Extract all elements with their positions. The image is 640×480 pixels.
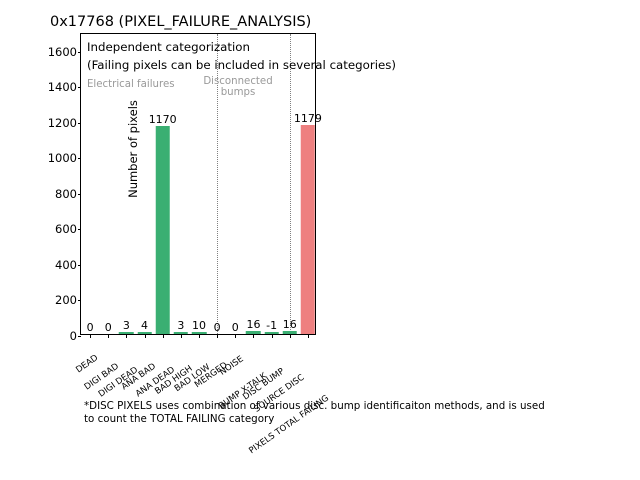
- x-tick-mark: [144, 334, 146, 338]
- y-tick-label: 1600: [47, 44, 77, 59]
- y-tick-mark: [77, 264, 81, 266]
- x-tick-label-text: DEAD: [74, 353, 101, 376]
- x-tick-mark: [162, 334, 164, 338]
- bar-value-label: 16: [246, 318, 261, 332]
- y-tick-mark: [77, 87, 81, 89]
- bar-value-label: 0: [231, 321, 239, 334]
- y-tick-mark: [77, 122, 81, 124]
- y-tick-mark: [77, 300, 81, 302]
- bar-value-label: -1: [266, 319, 278, 332]
- group-label-disconnected-bumps-line2: bumps: [220, 87, 256, 98]
- x-tick-mark: [217, 334, 219, 338]
- x-tick-mark: [126, 334, 128, 338]
- annotation-several-categories: (Failing pixels can be included in sever…: [87, 58, 397, 72]
- separator-2: [289, 34, 291, 334]
- y-tick-mark: [77, 336, 81, 337]
- bar-value-label: 0: [104, 321, 112, 334]
- footnote: *DISC PIXELS uses combination of various…: [84, 400, 545, 425]
- y-tick-label: 800: [55, 186, 77, 201]
- bar: [155, 126, 170, 334]
- group-label-disconnected-bumps-line1: Disconnected: [203, 76, 273, 87]
- bar-value-label: 0: [86, 321, 94, 334]
- bar: [191, 332, 207, 334]
- x-tick-mark: [108, 334, 110, 338]
- plot-area: Number of pixels 0 200 400 600 800 1000 1200 14…: [48, 33, 396, 456]
- bar: [264, 332, 279, 334]
- annotation-independent-categorization: Independent categorization: [87, 40, 250, 54]
- y-tick-label: 1000: [47, 151, 77, 166]
- y-tick-label: 1200: [47, 115, 77, 130]
- group-label-electrical-failures: Electrical failures: [87, 79, 175, 90]
- x-tick-mark: [289, 334, 291, 338]
- bar-value-label: 3: [122, 319, 130, 332]
- separator-1: [217, 34, 219, 334]
- group-label-disconnected-bumps: Disconnected bumps: [195, 76, 281, 98]
- y-tick-label: 400: [55, 257, 77, 272]
- bar: [246, 331, 261, 334]
- bar: [300, 124, 315, 334]
- plot-clip: [81, 34, 315, 334]
- bar-value-label: 16: [282, 318, 297, 332]
- bar: [282, 331, 298, 334]
- bar-value-label: 10: [192, 319, 206, 332]
- y-tick-mark: [77, 229, 81, 231]
- x-tick-mark: [253, 334, 255, 338]
- y-tick-mark: [77, 51, 81, 53]
- bar: [137, 332, 152, 334]
- bar: [173, 332, 189, 334]
- bar: [119, 332, 134, 334]
- bar-value-label: 4: [141, 319, 149, 332]
- bar-value-label: 1170: [148, 113, 177, 127]
- bar-value-label: 0: [213, 321, 221, 334]
- x-tick-mark: [180, 334, 182, 338]
- y-tick-label: 600: [55, 222, 77, 237]
- x-tick-mark: [90, 334, 92, 338]
- y-tick-label: 0: [69, 329, 77, 343]
- x-tick-mark: [271, 334, 273, 338]
- y-tick-label: 200: [55, 293, 77, 308]
- y-tick-mark: [77, 193, 81, 195]
- y-tick-mark: [77, 158, 81, 160]
- x-tick-label: DEAD: [74, 339, 121, 375]
- x-tick-mark: [199, 334, 200, 338]
- x-tick-mark: [235, 334, 237, 338]
- bar-value-label: 1179: [293, 111, 322, 125]
- page-title: 0x17768 (PIXEL_FAILURE_ANALYSIS): [50, 14, 312, 30]
- x-tick-mark: [307, 334, 309, 338]
- y-tick-label: 1400: [47, 80, 77, 95]
- bar-value-label: 3: [177, 319, 185, 332]
